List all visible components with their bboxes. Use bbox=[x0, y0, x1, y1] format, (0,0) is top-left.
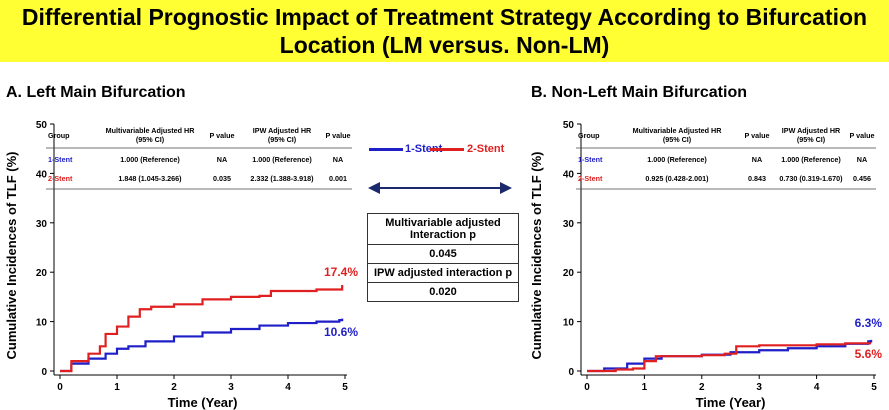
panel-b-table-row-p2: NA bbox=[857, 155, 867, 164]
panel-a-series-1-stent bbox=[60, 318, 344, 373]
panel-b-table-row-p1: 0.843 bbox=[748, 174, 766, 183]
panel-a-y-tick-label: 40 bbox=[36, 169, 48, 180]
panel-a-y-axis-label: Cumulative Incidences of TLF (%) bbox=[4, 151, 19, 359]
panel-a-x-tick-label: 5 bbox=[342, 382, 348, 393]
legend-1stent-label: 1-Stent bbox=[405, 143, 443, 155]
panel-b-table-header-p1: P value bbox=[744, 131, 769, 140]
panel-b-x-tick-label: 5 bbox=[871, 382, 877, 393]
legend-1stent-line bbox=[369, 148, 403, 151]
panel-a-table-header-p2: P value bbox=[325, 131, 350, 140]
panel-b-table-row-p2: 0.456 bbox=[853, 174, 871, 183]
panel-a-table-row-p2: NA bbox=[333, 155, 343, 164]
panel-b-end-label-1stent: 6.3% bbox=[855, 316, 883, 330]
panel-a-table-row-ipwhr: 2.332 (1.388-3.918) bbox=[250, 174, 314, 183]
panel-a-table-header-mv_hr-ci: (95% CI) bbox=[136, 135, 165, 144]
panel-a-end-label-2stent: 17.4% bbox=[324, 265, 358, 279]
panel-b-y-tick-label: 30 bbox=[563, 219, 575, 230]
panel-a-table-row-group: 1-Stent bbox=[48, 155, 73, 164]
interaction-ipw-label: IPW adjusted interaction p bbox=[368, 264, 518, 283]
panel-a-y-tick-label: 20 bbox=[36, 268, 48, 279]
panel-a-x-axis-label: Time (Year) bbox=[168, 395, 238, 410]
panel-b-table-row-mvhr: 1.000 (Reference) bbox=[647, 155, 707, 164]
panel-b-series-2-stent bbox=[587, 342, 872, 373]
panel-a-x-tick-label: 0 bbox=[57, 382, 63, 393]
panel-b-table-header-p2: P value bbox=[849, 131, 874, 140]
panel-a-y-tick-label: 50 bbox=[36, 120, 48, 131]
panel-b-y-tick-label: 50 bbox=[563, 120, 575, 131]
panel-b-y-tick-label: 0 bbox=[568, 367, 574, 378]
panel-b-table-row-ipwhr: 1.000 (Reference) bbox=[781, 155, 841, 164]
panel-a-y-tick-label: 30 bbox=[36, 219, 48, 230]
panel-b-title: B. Non-Left Main Bifurcation bbox=[531, 84, 747, 101]
panel-a-x-tick-label: 1 bbox=[114, 382, 120, 393]
panel-a-series-2-stent bbox=[60, 285, 344, 373]
panel-b-table-row-ipwhr: 0.730 (0.319-1.670) bbox=[779, 174, 843, 183]
title-banner: Differential Prognostic Impact of Treatm… bbox=[0, 0, 889, 62]
panel-a-title: A. Left Main Bifurcation bbox=[6, 84, 186, 101]
panel-a-x-tick-label: 3 bbox=[228, 382, 234, 393]
panel-b-table-row-group: 2-Stent bbox=[578, 174, 603, 183]
panel-a-table-header-mv_hr: Multivariable Adjusted HR bbox=[106, 126, 196, 135]
panel-a-table-row-group: 2-Stent bbox=[48, 174, 73, 183]
double-arrow-left-head bbox=[368, 182, 380, 194]
panel-a-table-row-mvhr: 1.848 (1.045-3.266) bbox=[118, 174, 182, 183]
panel-b-x-tick-label: 4 bbox=[814, 382, 820, 393]
panel-a-end-label-1stent: 10.6% bbox=[324, 325, 358, 339]
panel-b-y-axis-label: Cumulative Incidences of TLF (%) bbox=[529, 151, 544, 359]
panel-a-table-row-mvhr: 1.000 (Reference) bbox=[120, 155, 180, 164]
panel-b-y-tick-label: 10 bbox=[563, 318, 575, 329]
figure-title: Differential Prognostic Impact of Treatm… bbox=[21, 4, 868, 58]
panel-b-table-row-p1: NA bbox=[752, 155, 762, 164]
panel-a-table-row-p1: 0.035 bbox=[213, 174, 231, 183]
panel-b-table-header-ipw_hr-ci: (95% CI) bbox=[797, 135, 826, 144]
panel-b-table-header-ipw_hr: IPW Adjusted HR bbox=[782, 126, 841, 135]
panel-a-table-header-ipw_hr: IPW Adjusted HR bbox=[253, 126, 312, 135]
panel-b-x-tick-label: 2 bbox=[699, 382, 705, 393]
panel-a-y-tick-label: 0 bbox=[41, 367, 47, 378]
panel-b-table-row-group: 1-Stent bbox=[578, 155, 603, 164]
panel-b-x-tick-label: 3 bbox=[756, 382, 762, 393]
panel-a-table-row-ipwhr: 1.000 (Reference) bbox=[252, 155, 312, 164]
panel-a-x-tick-label: 2 bbox=[171, 382, 177, 393]
interaction-box: Multivariable adjusted Interaction p 0.0… bbox=[367, 213, 519, 302]
panel-b-x-tick-label: 0 bbox=[584, 382, 590, 393]
panel-b-table-row-mvhr: 0.925 (0.428-2.001) bbox=[645, 174, 709, 183]
panel-b-end-label-2stent: 5.6% bbox=[855, 347, 883, 361]
panel-a-table-row-p1: NA bbox=[217, 155, 227, 164]
interaction-mv-value: 0.045 bbox=[368, 245, 518, 264]
interaction-ipw-value: 0.020 bbox=[429, 286, 457, 298]
panel-b-y-tick-label: 40 bbox=[563, 169, 575, 180]
panel-b-table-header-group: Group bbox=[578, 131, 600, 140]
panel-a-y-tick-label: 10 bbox=[36, 318, 48, 329]
legend-2stent-line bbox=[430, 148, 464, 151]
legend-2stent-label: 2-Stent bbox=[467, 143, 505, 155]
panel-b-y-tick-label: 20 bbox=[563, 268, 575, 279]
panel-b-x-axis-label: Time (Year) bbox=[696, 395, 766, 410]
panel-b-table-header-mv_hr: Multivariable Adjusted HR bbox=[633, 126, 723, 135]
panel-a-table-row-p2: 0.001 bbox=[329, 174, 347, 183]
panel-a-table-header-group: Group bbox=[48, 131, 70, 140]
panel-b-x-tick-label: 1 bbox=[642, 382, 648, 393]
panel-a-x-tick-label: 4 bbox=[285, 382, 291, 393]
panel-a-table-header-p1: P value bbox=[209, 131, 234, 140]
interaction-mv-label: Multivariable adjusted Interaction p bbox=[368, 214, 518, 245]
panel-a-table-header-ipw_hr-ci: (95% CI) bbox=[268, 135, 297, 144]
double-arrow-right-head bbox=[500, 182, 512, 194]
panel-b-table-header-mv_hr-ci: (95% CI) bbox=[663, 135, 692, 144]
